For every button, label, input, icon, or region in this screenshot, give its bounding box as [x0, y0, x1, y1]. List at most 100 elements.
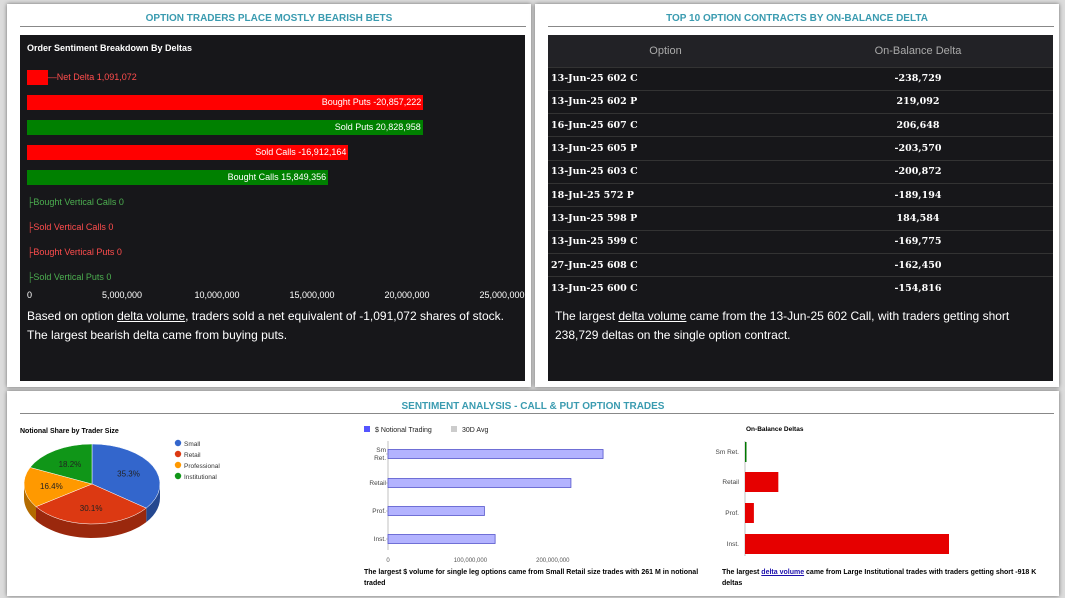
- pie-slice: [35, 483, 147, 525]
- delta-cell: 219,092: [783, 89, 1053, 114]
- option-cell: 13-Jun-25 600 C: [548, 276, 783, 300]
- notional-bar: [387, 449, 604, 459]
- chart-area: Order Sentiment Breakdown By Deltas —Net…: [20, 35, 525, 381]
- delta-cell: -169,775: [783, 229, 1053, 254]
- x-tick-label: 20,000,000: [384, 290, 430, 300]
- notional-summary: The largest $ volume for single leg opti…: [364, 569, 699, 587]
- legend-label: Retail: [184, 452, 201, 459]
- table-row: 13-Jun-25 599 C -169,775: [548, 229, 1053, 254]
- category-label: Sm Ret.: [716, 449, 740, 456]
- bar-label: Sold Calls -16,912,164: [255, 147, 347, 157]
- obd-bar: [745, 472, 779, 492]
- zero-bar-label: ├Sold Vertical Calls 0: [27, 222, 114, 232]
- net-delta-label: —Net Delta 1,091,072: [47, 72, 137, 82]
- x-tick-label: 10,000,000: [194, 290, 240, 300]
- bar-label: Sold Puts 20,828,958: [334, 122, 421, 132]
- summary-prefix: The largest: [555, 309, 619, 323]
- sentiment-bar: [27, 145, 349, 160]
- bar-label: Bought Calls 15,849,356: [227, 172, 327, 182]
- notional-bar: [387, 506, 485, 516]
- table-area: Option On-Balance Delta 13-Jun-25 602 C-…: [548, 35, 1053, 381]
- obd-bar: [745, 534, 949, 554]
- category-label: Prof.: [725, 510, 739, 517]
- option-cell: 13-Jun-25 602 P: [548, 89, 783, 114]
- category-label: Inst.: [727, 541, 739, 548]
- legend-label: Professional: [184, 463, 220, 470]
- zero-bar-label: ├Sold Vertical Puts 0: [27, 272, 112, 282]
- net-delta-bar: [27, 70, 48, 85]
- top-contracts-panel: TOP 10 OPTION CONTRACTS BY ON-BALANCE DE…: [535, 4, 1059, 387]
- table-row: 13-Jun-25 603 C -200,872: [548, 159, 1053, 184]
- notional-bar: [387, 534, 496, 544]
- table-row: 13-Jun-25 602 P 219,092: [548, 89, 1053, 114]
- pie-slice-label: 35.3%: [117, 469, 140, 478]
- title-divider: [548, 26, 1054, 27]
- table-row: 13-Jun-25 600 C -154,816: [548, 276, 1053, 300]
- header-delta: On-Balance Delta: [783, 35, 1053, 67]
- summary-prefix: Based on option: [27, 309, 118, 323]
- legend-label: Institutional: [184, 474, 217, 481]
- table-row: 13-Jun-25 598 P 184,584: [548, 206, 1053, 231]
- x-tick-label: 0: [386, 558, 390, 564]
- delta-cell: -154,816: [783, 276, 1053, 300]
- pie-slice-side: [24, 484, 36, 521]
- sentiment-bar: [27, 170, 329, 185]
- legend-dot: [174, 439, 182, 447]
- panel-title: SENTIMENT ANALYSIS - CALL & PUT OPTION T…: [401, 401, 665, 412]
- pie-slice-side: [146, 484, 160, 523]
- table-row: 16-Jun-25 607 C 206,648: [548, 113, 1053, 137]
- header-option: Option: [548, 35, 783, 67]
- x-tick-label: 100,000,000: [454, 558, 488, 564]
- category-label: Inst.: [374, 536, 386, 543]
- delta-cell: -203,570: [783, 136, 1053, 161]
- x-tick-label: 15,000,000: [289, 290, 335, 300]
- contracts-table: Option On-Balance Delta 13-Jun-25 602 C-…: [548, 35, 1053, 300]
- pie-slice-label: 18.2%: [59, 460, 82, 469]
- sentiment-analysis-panel: SENTIMENT ANALYSIS - CALL & PUT OPTION T…: [7, 391, 1059, 596]
- option-cell: 13-Jun-25 605 P: [548, 136, 783, 161]
- obd-summary: The largest delta volume came from Large…: [722, 567, 1052, 589]
- delta-cell: -200,872: [783, 159, 1053, 184]
- table-row: 27-Jun-25 608 C -162,450: [548, 252, 1053, 277]
- title-divider: [20, 413, 1054, 414]
- delta-volume-link[interactable]: delta volume: [618, 309, 687, 323]
- legend-label: $ Notional Trading: [375, 427, 432, 434]
- category-label: Retail: [722, 479, 739, 486]
- delta-volume-link[interactable]: delta volume: [761, 569, 805, 576]
- order-sentiment-panel: OPTION TRADERS PLACE MOSTLY BEARISH BETS…: [7, 4, 531, 387]
- table-header: Option On-Balance Delta: [548, 35, 1053, 67]
- sentiment-bar: [27, 120, 423, 135]
- delta-cell: -238,729: [783, 66, 1053, 91]
- summary-text: The largest delta volume came from the 1…: [555, 307, 1025, 345]
- delta-volume-link[interactable]: delta volume: [117, 309, 186, 323]
- obd-title: On-Balance Deltas: [746, 426, 804, 433]
- table-row: 18-Jul-25 572 P -189,194: [548, 182, 1053, 207]
- notional-bar: [387, 478, 572, 488]
- legend-label: Small: [184, 441, 201, 448]
- option-cell: 13-Jun-25 599 C: [548, 229, 783, 254]
- delta-cell: -162,450: [783, 252, 1053, 277]
- title-divider: [20, 26, 526, 27]
- obd-bar: [745, 503, 754, 523]
- category-label: Ret.: [374, 455, 386, 462]
- legend-swatch-notional: [364, 426, 370, 432]
- bottom-charts: Notional Share by Trader Size 35.3% 30.1% 1…: [20, 426, 949, 564]
- x-tick-label: 200,000,000: [536, 558, 570, 564]
- option-cell: 16-Jun-25 607 C: [548, 113, 783, 137]
- option-cell: 13-Jun-25 603 C: [548, 159, 783, 184]
- pie-slice-label: 30.1%: [80, 504, 103, 513]
- pie-slice: [29, 443, 93, 485]
- zero-bar-label: ├Bought Vertical Puts 0: [27, 247, 122, 257]
- category-label: Sm: [376, 447, 386, 454]
- summary-suffix: came from the 13-Jun-25 602 Call, with t…: [555, 309, 1010, 342]
- delta-cell: 184,584: [783, 206, 1053, 231]
- pie-slice: [91, 443, 161, 509]
- x-tick-label: 25,000,000: [479, 290, 525, 300]
- legend-dot: [174, 472, 182, 480]
- sentiment-bar: [27, 95, 424, 110]
- option-cell: 13-Jun-25 602 C: [548, 66, 783, 91]
- delta-cell: -189,194: [783, 182, 1053, 207]
- table-row: 13-Jun-25 602 C -238,729: [548, 66, 1053, 91]
- obd-prefix: The largest: [722, 569, 762, 576]
- legend-dot: [174, 450, 182, 458]
